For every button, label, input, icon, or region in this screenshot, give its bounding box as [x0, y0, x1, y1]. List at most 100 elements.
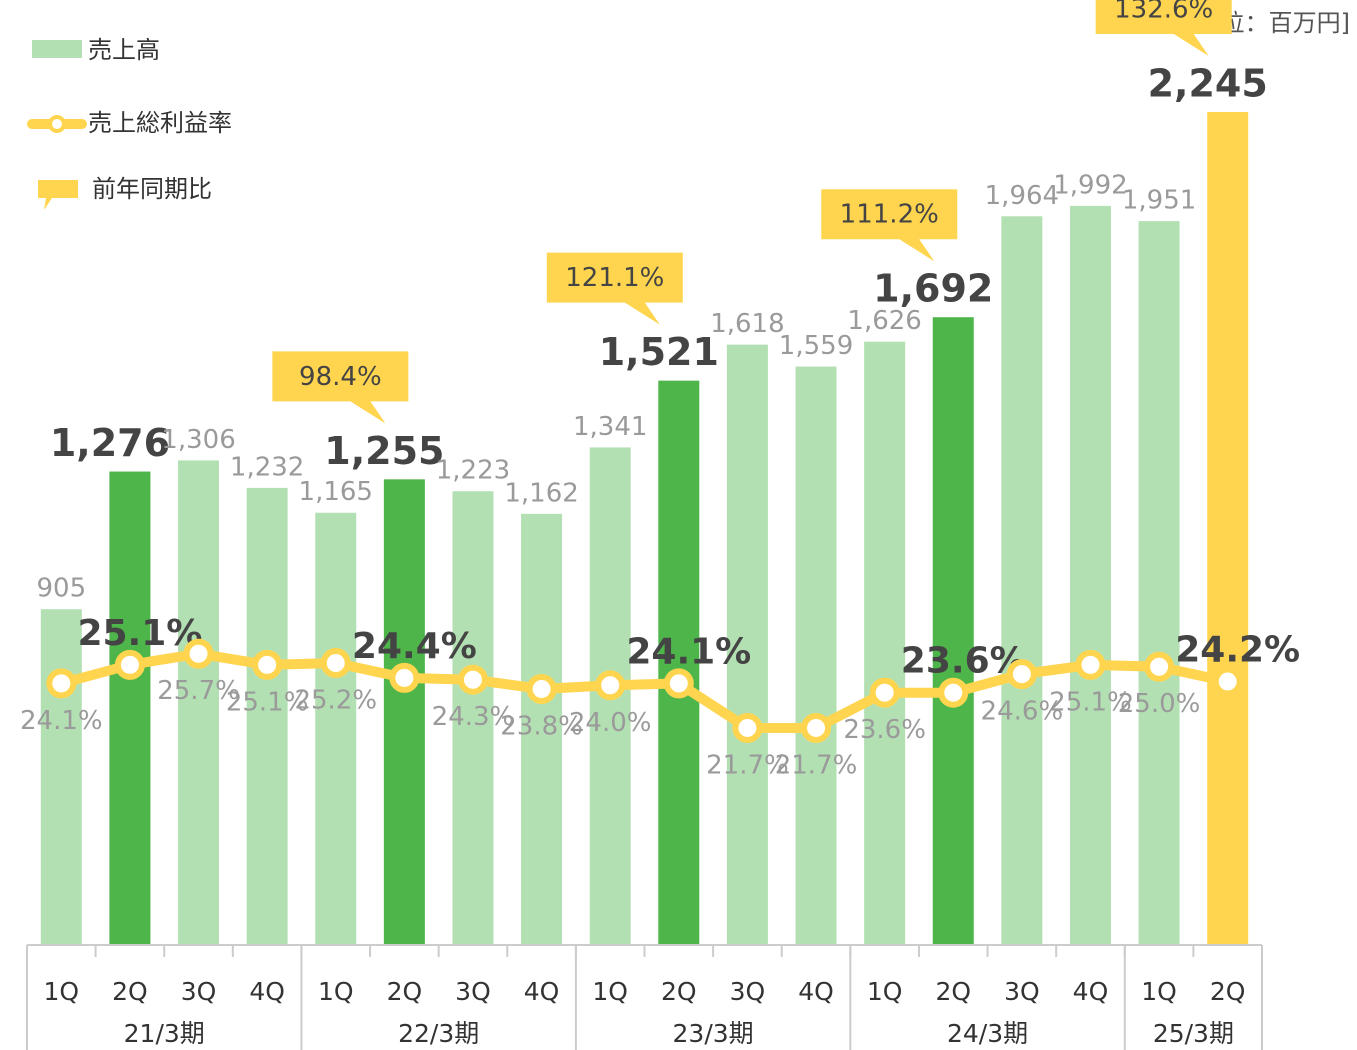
callout-label: 98.4% [299, 362, 382, 392]
bar [1001, 216, 1043, 945]
margin-point [526, 673, 557, 704]
bar [383, 479, 425, 945]
margin-point [457, 664, 488, 695]
margin-label: 21.7% [775, 750, 858, 780]
x-tick-label: 1Q [44, 977, 80, 1006]
callout-label: 121.1% [565, 263, 664, 293]
x-tick-label: 2Q [387, 977, 423, 1006]
bar-value-label: 1,341 [573, 412, 647, 442]
bar-value-label: 1,255 [324, 429, 444, 473]
margin-point [595, 670, 626, 701]
legend-label: 前年同期比 [92, 175, 212, 203]
bar [1138, 221, 1180, 945]
x-tick-label: 3Q [1004, 977, 1040, 1006]
margin-label: 24.0% [569, 708, 652, 738]
x-tick-label: 1Q [1141, 977, 1177, 1006]
margin-label: 23.6% [843, 715, 926, 745]
callout-box [1095, 0, 1232, 57]
margin-point [183, 638, 214, 669]
margin-label: 25.0% [1118, 689, 1201, 719]
group-label: 23/3期 [673, 1019, 754, 1048]
margin-label: 25.7% [157, 676, 240, 706]
group-label: 24/3期 [947, 1019, 1028, 1048]
bar [40, 609, 82, 945]
callout-label: 132.6% [1114, 0, 1213, 25]
margin-label: 24.4% [352, 626, 477, 667]
bar [521, 513, 563, 945]
x-tick-label: 4Q [798, 977, 834, 1006]
x-tick-label: 3Q [181, 977, 217, 1006]
bar [1207, 112, 1249, 945]
bar [1069, 205, 1111, 945]
x-tick-label: 4Q [249, 977, 285, 1006]
callout-box [821, 189, 958, 262]
x-tick-label: 2Q [112, 977, 148, 1006]
margin-point [252, 649, 283, 680]
margin-point [1144, 651, 1175, 682]
margin-point [320, 648, 351, 679]
bar-value-label: 1,223 [436, 456, 510, 486]
x-tick-label: 1Q [318, 977, 354, 1006]
bar [864, 341, 906, 945]
margin-point [869, 677, 900, 708]
bar-value-label: 1,964 [985, 181, 1059, 211]
x-tick-label: 4Q [1073, 977, 1109, 1006]
bar [726, 344, 768, 946]
group-label: 21/3期 [124, 1019, 205, 1048]
margin-label: 24.2% [1175, 630, 1300, 671]
x-tick-label: 2Q [661, 977, 697, 1006]
bar-value-label: 1,992 [1053, 170, 1127, 200]
margin-point [663, 668, 694, 699]
bar-value-label: 1,232 [230, 452, 304, 482]
callout-box [546, 252, 683, 325]
x-tick-label: 4Q [524, 977, 560, 1006]
legend-swatch-point [48, 115, 66, 133]
bar-value-label: 1,618 [710, 309, 784, 339]
bar-value-label: 1,559 [779, 331, 853, 361]
margin-label: 21.7% [706, 750, 789, 780]
margin-point [801, 712, 832, 743]
callout-label: 111.2% [840, 200, 939, 230]
margin-label: 23.6% [901, 641, 1026, 682]
legend-swatch-callout [38, 180, 78, 210]
legend-label: 売上総利益率 [88, 109, 232, 137]
margin-point [1212, 666, 1243, 697]
margin-point [46, 668, 77, 699]
bar-value-label: 1,276 [50, 421, 170, 465]
bar-value-label: 2,245 [1148, 62, 1268, 106]
group-label: 25/3期 [1153, 1019, 1234, 1048]
bar-value-label: 1,165 [299, 477, 373, 507]
x-tick-label: 1Q [867, 977, 903, 1006]
margin-label: 24.3% [432, 702, 515, 732]
margin-label: 25.1% [1049, 687, 1132, 717]
margin-point [114, 649, 145, 680]
legend-label: 売上高 [88, 36, 160, 64]
x-tick-label: 3Q [730, 977, 766, 1006]
bar [452, 491, 494, 945]
bar [795, 366, 837, 946]
x-tick-label: 2Q [1210, 977, 1246, 1006]
margin-point [938, 677, 969, 708]
callout-box [272, 351, 409, 424]
x-tick-label: 2Q [935, 977, 971, 1006]
margin-point [389, 662, 420, 693]
margin-label: 25.2% [294, 686, 377, 716]
bar-value-label: 905 [36, 574, 86, 604]
margin-label: 24.1% [626, 631, 751, 672]
legend-swatch-bar [32, 40, 82, 58]
x-tick-label: 1Q [592, 977, 628, 1006]
margin-label: 23.8% [500, 711, 583, 741]
margin-label: 25.1% [77, 613, 202, 654]
margin-label: 25.1% [226, 687, 309, 717]
group-label: 22/3期 [398, 1019, 479, 1048]
bar [246, 487, 288, 945]
bar [315, 512, 357, 945]
margin-point [732, 712, 763, 743]
bar [178, 460, 220, 945]
bar-value-label: 1,521 [599, 330, 719, 374]
bar-value-label: 1,626 [847, 306, 921, 336]
bar [109, 471, 151, 945]
margin-point [1075, 649, 1106, 680]
bar-value-label: 1,306 [161, 425, 235, 455]
bar [932, 317, 974, 945]
